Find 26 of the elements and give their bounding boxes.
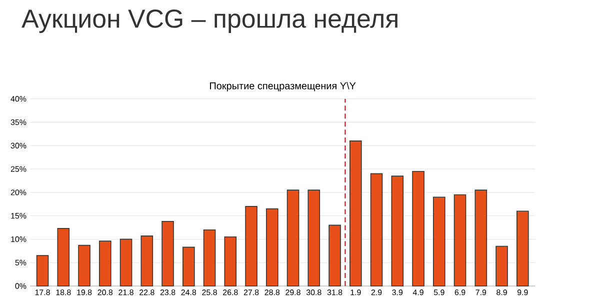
bar bbox=[350, 140, 362, 286]
bar bbox=[224, 236, 237, 286]
bar bbox=[120, 238, 132, 286]
bar bbox=[474, 190, 488, 286]
bar bbox=[140, 236, 154, 286]
chart-title: Аукцион VCG – прошла неделя bbox=[22, 10, 398, 33]
bar bbox=[308, 190, 320, 286]
bar bbox=[328, 224, 341, 286]
bar bbox=[433, 196, 446, 286]
bar bbox=[412, 170, 424, 286]
bar bbox=[245, 206, 258, 286]
bar bbox=[516, 210, 529, 286]
bar bbox=[496, 246, 508, 286]
bar bbox=[78, 244, 90, 286]
bar bbox=[203, 229, 216, 286]
chart-subtitle: Покрытие спецразмещения Y\Y bbox=[210, 82, 356, 92]
bar bbox=[182, 246, 195, 286]
bar bbox=[454, 194, 466, 286]
bar bbox=[286, 190, 300, 286]
bar bbox=[99, 240, 112, 286]
bar bbox=[391, 176, 404, 286]
bar bbox=[266, 208, 278, 286]
bar bbox=[162, 221, 174, 286]
bar bbox=[36, 255, 49, 286]
bar bbox=[370, 173, 383, 286]
bar bbox=[57, 228, 70, 286]
